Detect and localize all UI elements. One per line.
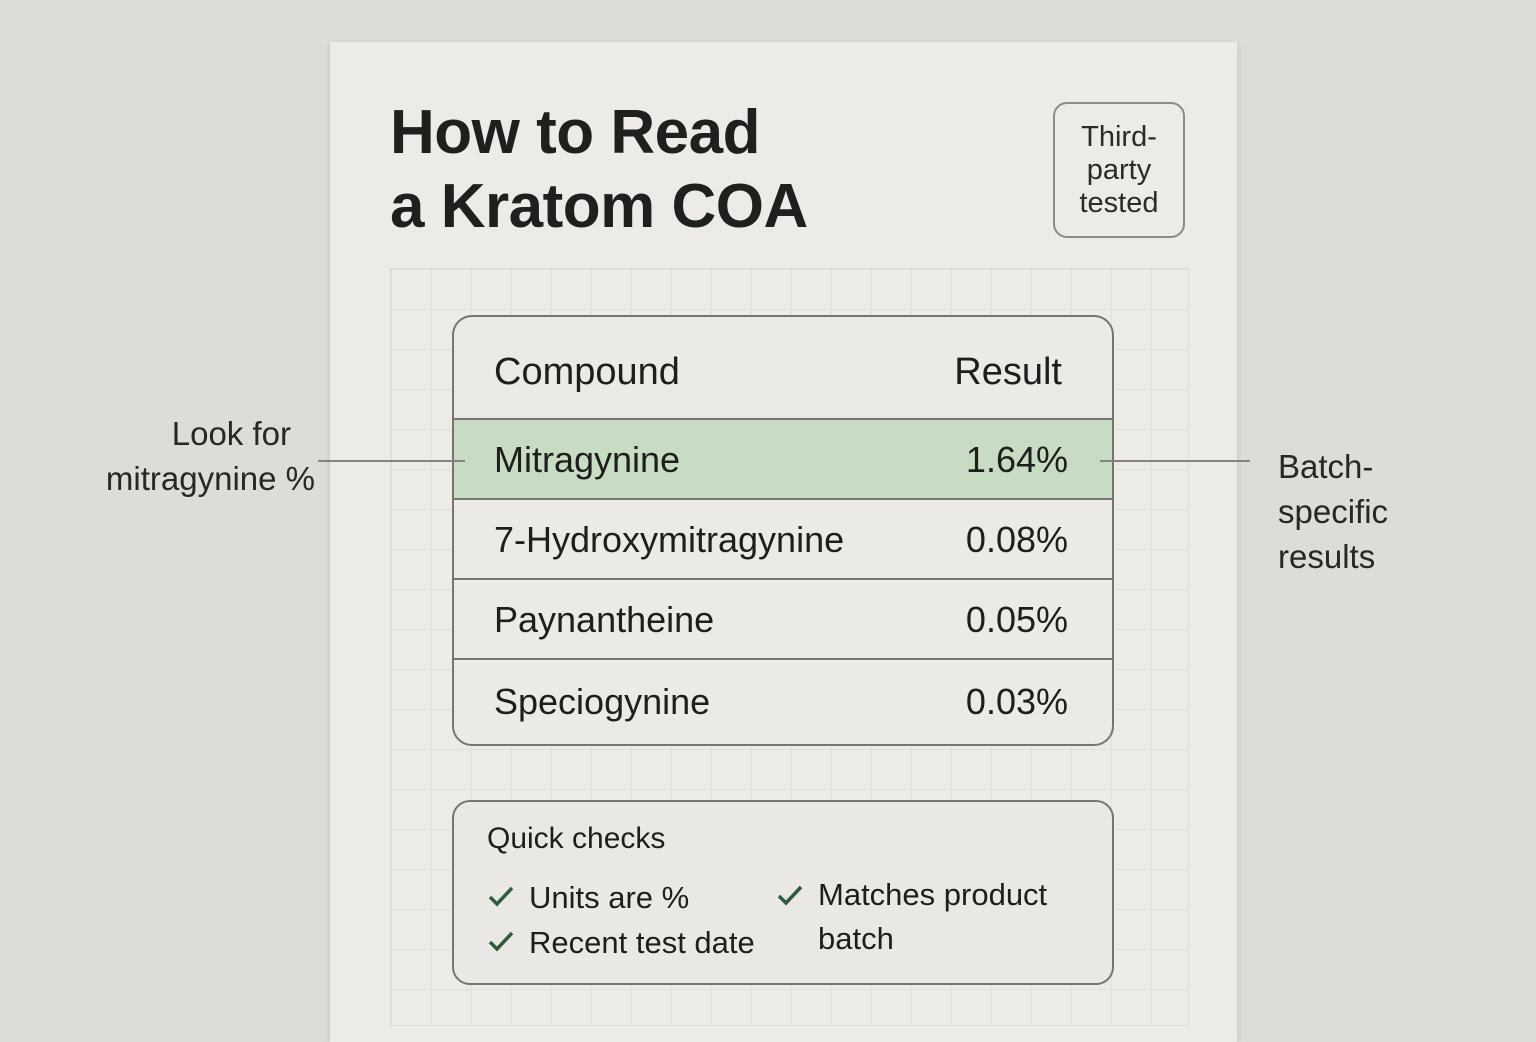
third-party-badge: Third- party tested [1053, 102, 1185, 238]
compound-name: 7-Hydroxymitragynine [494, 518, 845, 560]
title-line: How to Read [390, 98, 760, 167]
check-item: Units are % [487, 880, 689, 916]
callout-line: mitragynine % [105, 460, 315, 497]
check-label: Units are % [529, 880, 690, 915]
callout-line: results [1278, 538, 1376, 575]
quick-checks-box: Quick checks Units are % Recent test dat… [452, 800, 1114, 985]
table-row-highlighted: Mitragynine 1.64% [454, 418, 1112, 500]
check-label: Matches product [818, 877, 1048, 912]
table-row: Speciogynine 0.03% [454, 658, 1112, 744]
callout-left-connector [318, 460, 465, 462]
badge-line: tested [1079, 186, 1159, 219]
header-compound: Compound [494, 350, 680, 393]
coa-table: Compound Result Mitragynine 1.64% 7-Hydr… [452, 315, 1114, 746]
compound-result: 0.03% [965, 681, 1068, 722]
callout-right: Batch- specific results [1278, 444, 1388, 579]
check-item: Recent test date [487, 925, 755, 961]
title-line: a Kratom COA [390, 172, 808, 241]
compound-name: Mitragynine [494, 439, 681, 480]
table-row: 7-Hydroxymitragynine 0.08% [454, 498, 1112, 579]
page-title: How to Read a Kratom COA [390, 96, 808, 244]
table-row: Paynantheine 0.05% [454, 578, 1112, 659]
compound-name: Speciogynine [494, 681, 711, 722]
callout-right-connector [1100, 460, 1250, 462]
check-label: Recent test date [529, 925, 755, 960]
badge-line: Third- [1081, 120, 1157, 153]
compound-result: 0.05% [965, 598, 1068, 640]
table-header: Compound Result [454, 317, 1112, 419]
compound-result: 1.64% [965, 439, 1068, 480]
header-result: Result [954, 350, 1062, 393]
check-item: Matches product batch [776, 877, 1047, 961]
quick-checks-title: Quick checks [487, 822, 666, 855]
badge-line: party [1086, 153, 1152, 186]
check-icon [488, 886, 514, 907]
check-icon [488, 931, 514, 952]
callout-line: Look for [171, 415, 291, 452]
check-label: batch [818, 921, 894, 956]
compound-name: Paynantheine [494, 598, 715, 640]
callout-line: Batch- [1278, 448, 1374, 485]
compound-result: 0.08% [965, 518, 1068, 560]
callout-line: specific [1278, 493, 1389, 530]
callout-left: Look for mitragynine % [60, 411, 315, 501]
check-icon [777, 885, 803, 906]
